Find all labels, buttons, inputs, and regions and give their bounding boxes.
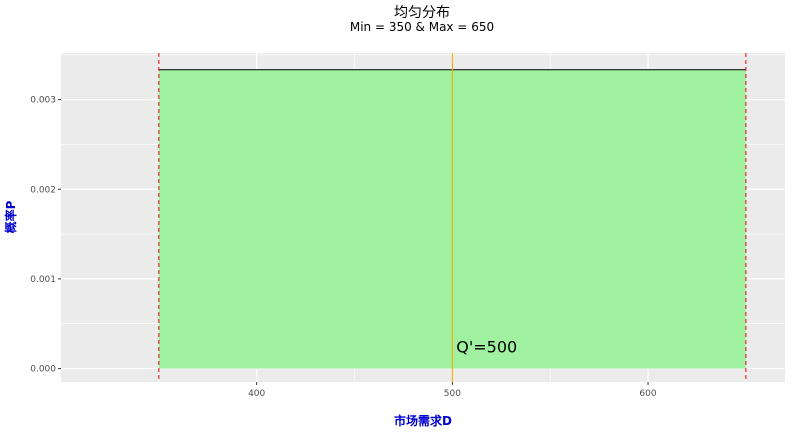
y-tick-label: 0.000: [30, 365, 56, 375]
y-tick-label: 0.001: [30, 275, 56, 285]
x-tick-label: 500: [444, 389, 461, 399]
x-axis-title: 市场需求D: [394, 413, 452, 428]
reference-lines: [158, 53, 747, 382]
y-axis-title: 概率P: [3, 200, 18, 233]
y-axis-ticks: 0.000 0.001 0.002 0.003: [30, 96, 61, 375]
x-tick-label: 600: [639, 389, 656, 399]
x-axis-ticks: 400 500 600: [248, 382, 657, 399]
chart-title: 均匀分布: [394, 5, 450, 21]
y-tick-label: 0.002: [30, 185, 56, 195]
chart-subtitle: Min = 350 & Max = 650: [350, 20, 494, 34]
y-tick-label: 0.003: [30, 96, 56, 106]
annotation-q-prime: Q'=500: [456, 337, 517, 356]
x-tick-label: 400: [248, 389, 265, 399]
